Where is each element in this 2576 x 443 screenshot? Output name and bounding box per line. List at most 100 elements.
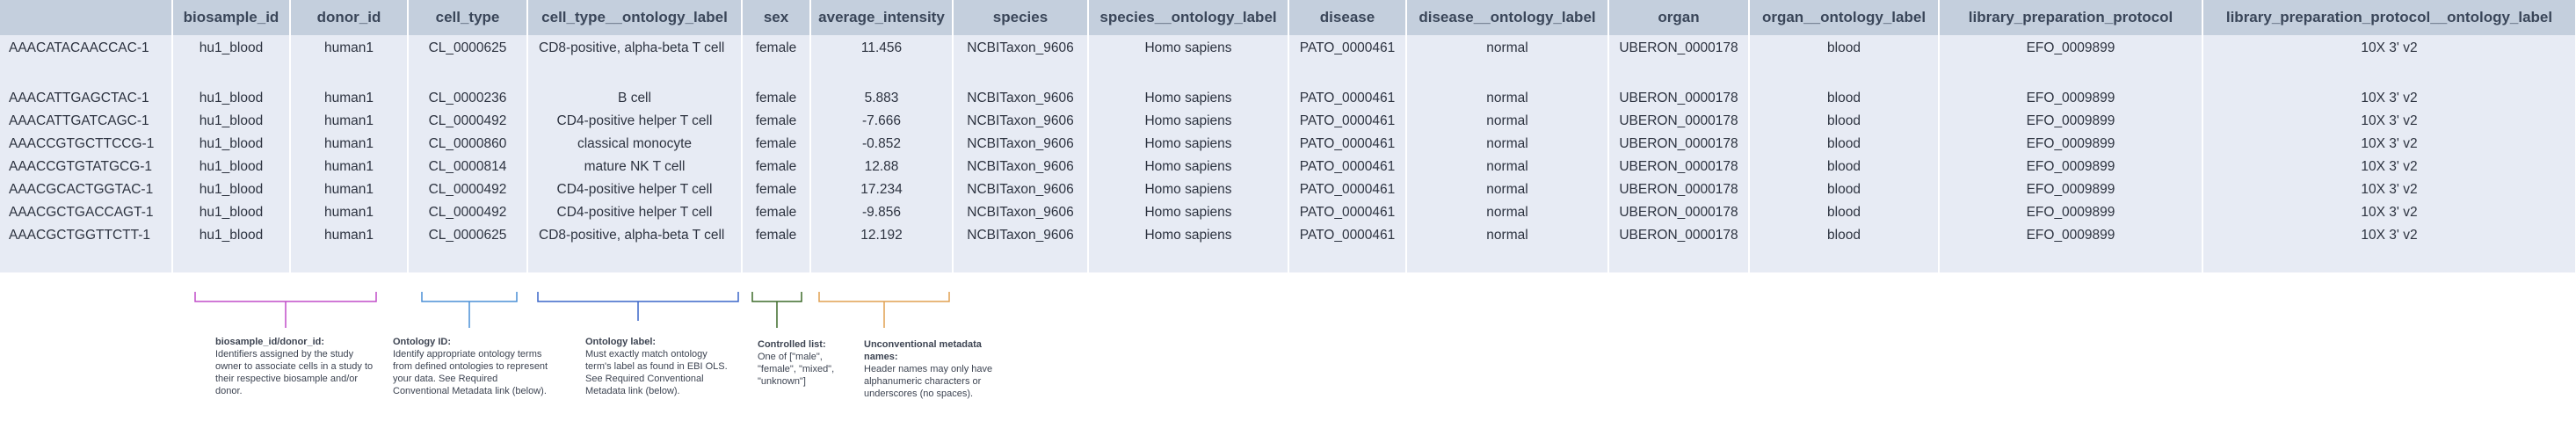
- table-cell[interactable]: -0.852: [810, 131, 954, 154]
- table-cell[interactable]: 10X 3' v2: [2202, 200, 2576, 222]
- table-cell[interactable]: blood: [1749, 108, 1940, 131]
- table-cell[interactable]: 10X 3' v2: [2202, 222, 2576, 272]
- table-cell[interactable]: CD4-positive helper T cell: [527, 200, 743, 222]
- table-cell[interactable]: -9.856: [810, 200, 954, 222]
- table-cell[interactable]: normal: [1406, 85, 1609, 108]
- table-cell[interactable]: -7.666: [810, 108, 954, 131]
- table-cell[interactable]: CL_0000492: [408, 108, 528, 131]
- table-cell[interactable]: female: [742, 177, 811, 200]
- table-cell[interactable]: B cell: [527, 85, 743, 108]
- table-cell[interactable]: 10X 3' v2: [2202, 85, 2576, 108]
- table-cell[interactable]: blood: [1749, 85, 1940, 108]
- table-cell[interactable]: Homo sapiens: [1088, 85, 1289, 108]
- table-cell[interactable]: blood: [1749, 200, 1940, 222]
- table-cell[interactable]: PATO_0000461: [1288, 35, 1407, 85]
- table-cell[interactable]: hu1_blood: [172, 35, 291, 85]
- table-cell[interactable]: human1: [290, 108, 409, 131]
- table-cell[interactable]: Homo sapiens: [1088, 177, 1289, 200]
- table-cell[interactable]: CL_0000814: [408, 154, 528, 177]
- table-row[interactable]: AAACATTGAGCTAC-1 hu1_blood human1 CL_000023…: [0, 85, 2576, 108]
- table-cell[interactable]: PATO_0000461: [1288, 222, 1407, 272]
- table-row[interactable]: AAACATTGATCAGC-1 hu1_blood human1 CL_000049…: [0, 108, 2576, 131]
- table-cell[interactable]: NCBITaxon_9606: [953, 177, 1089, 200]
- table-row[interactable]: AAACATACAACCAC-1 hu1_blood human1 CL_000062…: [0, 35, 2576, 85]
- table-cell[interactable]: Homo sapiens: [1088, 131, 1289, 154]
- table-cell[interactable]: CL_0000492: [408, 177, 528, 200]
- table-cell[interactable]: EFO_0009899: [1939, 108, 2203, 131]
- column-header[interactable]: organ: [1608, 0, 1750, 35]
- table-row[interactable]: AAACCGTGCTTCCG-1 hu1_blood human1 CL_000086…: [0, 131, 2576, 154]
- row-index-cell[interactable]: AAACATTGATCAGC-1: [0, 108, 173, 131]
- table-cell[interactable]: human1: [290, 131, 409, 154]
- table-cell[interactable]: 11.456: [810, 35, 954, 85]
- table-cell[interactable]: UBERON_0000178: [1608, 200, 1750, 222]
- table-cell[interactable]: 10X 3' v2: [2202, 177, 2576, 200]
- table-cell[interactable]: CL_0000860: [408, 131, 528, 154]
- table-cell[interactable]: 10X 3' v2: [2202, 154, 2576, 177]
- table-cell[interactable]: 10X 3' v2: [2202, 131, 2576, 154]
- table-cell[interactable]: PATO_0000461: [1288, 200, 1407, 222]
- table-cell[interactable]: EFO_0009899: [1939, 131, 2203, 154]
- column-header[interactable]: disease__ontology_label: [1406, 0, 1609, 35]
- table-cell[interactable]: CD8-positive, alpha-beta T cell: [527, 222, 743, 272]
- table-cell[interactable]: female: [742, 85, 811, 108]
- table-cell[interactable]: normal: [1406, 35, 1609, 85]
- table-cell[interactable]: blood: [1749, 131, 1940, 154]
- table-cell[interactable]: normal: [1406, 177, 1609, 200]
- table-cell[interactable]: 17.234: [810, 177, 954, 200]
- table-cell[interactable]: NCBITaxon_9606: [953, 131, 1089, 154]
- table-row[interactable]: AAACCGTGTATGCG-1 hu1_blood human1 CL_000081…: [0, 154, 2576, 177]
- table-cell[interactable]: UBERON_0000178: [1608, 108, 1750, 131]
- table-cell[interactable]: blood: [1749, 222, 1940, 272]
- table-cell[interactable]: CL_0000625: [408, 35, 528, 85]
- table-cell[interactable]: normal: [1406, 222, 1609, 272]
- table-cell[interactable]: CD4-positive helper T cell: [527, 177, 743, 200]
- table-cell[interactable]: human1: [290, 85, 409, 108]
- table-cell[interactable]: PATO_0000461: [1288, 131, 1407, 154]
- row-index-cell[interactable]: AAACCGTGTATGCG-1: [0, 154, 173, 177]
- column-header[interactable]: organ__ontology_label: [1749, 0, 1940, 35]
- table-cell[interactable]: EFO_0009899: [1939, 200, 2203, 222]
- row-index-cell[interactable]: AAACATTGAGCTAC-1: [0, 85, 173, 108]
- table-cell[interactable]: normal: [1406, 131, 1609, 154]
- table-cell[interactable]: CD4-positive helper T cell: [527, 108, 743, 131]
- table-cell[interactable]: human1: [290, 154, 409, 177]
- table-cell[interactable]: CL_0000492: [408, 200, 528, 222]
- table-cell[interactable]: hu1_blood: [172, 108, 291, 131]
- table-cell[interactable]: NCBITaxon_9606: [953, 200, 1089, 222]
- table-cell[interactable]: CL_0000625: [408, 222, 528, 272]
- table-cell[interactable]: NCBITaxon_9606: [953, 154, 1089, 177]
- table-cell[interactable]: 10X 3' v2: [2202, 35, 2576, 85]
- table-cell[interactable]: Homo sapiens: [1088, 154, 1289, 177]
- table-cell[interactable]: human1: [290, 177, 409, 200]
- table-cell[interactable]: UBERON_0000178: [1608, 222, 1750, 272]
- table-cell[interactable]: female: [742, 200, 811, 222]
- table-cell[interactable]: UBERON_0000178: [1608, 131, 1750, 154]
- table-cell[interactable]: 12.88: [810, 154, 954, 177]
- table-cell[interactable]: female: [742, 131, 811, 154]
- column-header[interactable]: average_intensity: [810, 0, 954, 35]
- column-header[interactable]: library_preparation_protocol: [1939, 0, 2203, 35]
- column-header[interactable]: species__ontology_label: [1088, 0, 1289, 35]
- table-cell[interactable]: normal: [1406, 108, 1609, 131]
- table-cell[interactable]: PATO_0000461: [1288, 108, 1407, 131]
- table-cell[interactable]: mature NK T cell: [527, 154, 743, 177]
- table-cell[interactable]: blood: [1749, 177, 1940, 200]
- table-cell[interactable]: 5.883: [810, 85, 954, 108]
- table-cell[interactable]: NCBITaxon_9606: [953, 35, 1089, 85]
- table-cell[interactable]: human1: [290, 35, 409, 85]
- column-header[interactable]: library_preparation_protocol__ontology_l…: [2202, 0, 2576, 35]
- table-cell[interactable]: female: [742, 222, 811, 272]
- column-header[interactable]: cell_type: [408, 0, 528, 35]
- table-cell[interactable]: Homo sapiens: [1088, 35, 1289, 85]
- table-cell[interactable]: human1: [290, 222, 409, 272]
- table-cell[interactable]: hu1_blood: [172, 177, 291, 200]
- column-header[interactable]: biosample_id: [172, 0, 291, 35]
- table-cell[interactable]: human1: [290, 200, 409, 222]
- table-cell[interactable]: classical monocyte: [527, 131, 743, 154]
- column-header[interactable]: donor_id: [290, 0, 409, 35]
- column-header[interactable]: disease: [1288, 0, 1407, 35]
- table-cell[interactable]: hu1_blood: [172, 154, 291, 177]
- table-cell[interactable]: CD8-positive, alpha-beta T cell: [527, 35, 743, 85]
- table-cell[interactable]: hu1_blood: [172, 222, 291, 272]
